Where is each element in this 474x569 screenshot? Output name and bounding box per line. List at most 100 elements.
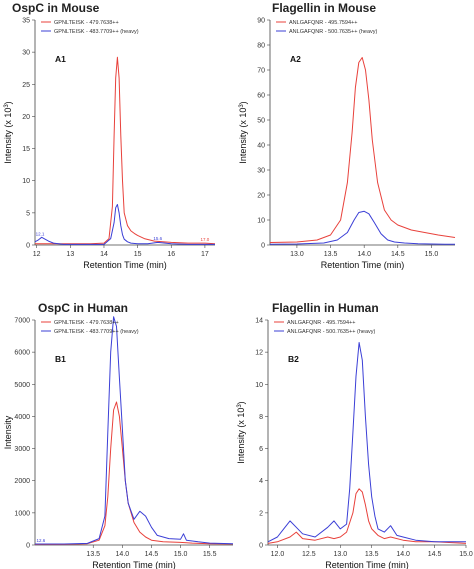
- x-axis-label: Retention Time (min): [92, 560, 176, 569]
- y-tick-label: 20: [22, 114, 30, 121]
- y-tick-label: 8: [259, 414, 263, 421]
- legend-entry: ANLGAFQNR - 495.7594++: [289, 20, 357, 26]
- y-tick-label: 70: [257, 68, 265, 75]
- series-line-light: [269, 57, 456, 243]
- x-tick-label: 14: [100, 251, 108, 258]
- y-tick-label: 6000: [14, 350, 30, 357]
- y-axis-label: Intensity (x 103): [238, 101, 248, 163]
- y-axis-label-main: Intensity (x 10: [236, 408, 246, 464]
- x-tick-label: 13.5: [324, 251, 338, 258]
- y-tick-label: 0: [26, 543, 30, 550]
- legend-entry: ANLGAFQNR - 495.7594++: [287, 320, 355, 326]
- x-tick-label: 14.5: [428, 551, 442, 558]
- x-tick-label: 14.0: [357, 251, 371, 258]
- y-tick-label: 30: [22, 50, 30, 57]
- y-tick-label: 1000: [14, 510, 30, 517]
- legend-entry: GPNLTEISK - 483.7709++ (heavy): [54, 29, 139, 35]
- y-tick-label: 2: [259, 510, 263, 517]
- x-tick-label: 12.0: [271, 551, 285, 558]
- peak-annotation: 17.0: [201, 237, 210, 242]
- x-tick-label: 15.0: [174, 551, 188, 558]
- chart-title: Flagellin in Human: [272, 301, 379, 315]
- legend-entry: ANLGAFQNR - 500.7635++ (heavy): [289, 29, 378, 35]
- peak-annotation: 15.6: [153, 236, 162, 241]
- y-tick-label: 0: [259, 543, 263, 550]
- x-tick-label: 17: [201, 251, 209, 258]
- x-axis-label: Retention Time (min): [83, 260, 167, 270]
- y-tick-label: 10: [22, 178, 30, 185]
- legend-entry: GPNLTEISK - 479.7638++: [54, 20, 119, 26]
- chart-panel-3: OspC in Human 0 1000 2000 3000 4000 5000 6000 70…: [3, 301, 234, 569]
- y-tick-label: 10: [255, 382, 263, 389]
- y-tick-label: 6: [259, 446, 263, 453]
- y-axis-label-exponent: 3: [237, 404, 243, 408]
- x-tick-label: 15.5: [203, 551, 217, 558]
- chart-title: Flagellin in Mouse: [272, 1, 376, 15]
- chart-title: OspC in Human: [38, 301, 128, 315]
- y-tick-label: 10: [257, 218, 265, 225]
- y-tick-label: 50: [257, 118, 265, 125]
- y-axis-label-main: Intensity (x 10: [238, 108, 248, 164]
- y-axis-label-close: ): [238, 101, 248, 104]
- series-line-heavy: [34, 204, 215, 245]
- x-tick-label: 12.5: [302, 551, 316, 558]
- y-axis-label-exponent: 3: [239, 104, 245, 108]
- x-axis-label: Retention Time (min): [321, 260, 405, 270]
- y-axis-label-main: Intensity (x 10: [3, 108, 13, 164]
- chart-panel-2: Flagellin in Mouse 0 10 20 30 40 50 60 70 80 90 13.…: [238, 1, 456, 270]
- x-tick-label: 13.5: [365, 551, 379, 558]
- y-axis-label: Intensity (x 103): [236, 401, 246, 463]
- x-tick-label: 13.5: [86, 551, 100, 558]
- y-tick-label: 14: [255, 318, 263, 325]
- legend-entry: GPNLTEISK - 479.7638++: [54, 320, 119, 326]
- y-tick-label: 12: [255, 350, 263, 357]
- y-tick-label: 90: [257, 18, 265, 25]
- x-tick-label: 13.0: [333, 551, 347, 558]
- series-line-heavy: [267, 342, 466, 543]
- series-line-light: [35, 56, 216, 245]
- y-tick-label: 4000: [14, 414, 30, 421]
- y-tick-label: 0: [26, 243, 30, 250]
- chart-panel-4: Flagellin in Human 0 2 4 6 8 10 12 14 12.0 12.5 13.…: [236, 301, 473, 569]
- panel-label: B1: [55, 354, 66, 364]
- y-tick-label: 2000: [14, 478, 30, 485]
- y-axis-label-main: Intensity: [3, 415, 13, 449]
- y-tick-label: 7000: [14, 318, 30, 325]
- y-tick-label: 5: [26, 210, 30, 217]
- chart-panel-1: OspC in Mouse 0 5 10 15 20 25 30 35 12 13 14 15 16 17 R…: [3, 1, 216, 270]
- y-axis-label: Intensity (x 103): [3, 101, 13, 163]
- y-tick-label: 5000: [14, 382, 30, 389]
- x-tick-label: 14.0: [396, 551, 410, 558]
- y-axis-label-exponent: 3: [4, 104, 10, 108]
- legend-entry: ANLGAFQNR - 500.7635++ (heavy): [287, 329, 376, 335]
- x-tick-label: 15.0: [425, 251, 439, 258]
- x-tick-label: 15.0: [459, 551, 473, 558]
- x-tick-label: 14.5: [391, 251, 405, 258]
- y-axis-label-close: ): [236, 401, 246, 404]
- y-tick-label: 25: [22, 82, 30, 89]
- y-axis-label: Intensity: [3, 415, 13, 449]
- x-tick-label: 14.0: [116, 551, 130, 558]
- y-tick-label: 35: [22, 18, 30, 25]
- peak-annotation: 12.6: [36, 538, 45, 543]
- y-tick-label: 60: [257, 93, 265, 100]
- panel-label: B2: [288, 354, 299, 364]
- chart-title: OspC in Mouse: [12, 1, 100, 15]
- x-tick-label: 13.0: [290, 251, 304, 258]
- panel-label: A2: [290, 54, 301, 64]
- x-tick-label: 14.5: [145, 551, 159, 558]
- y-axis-label-close: ): [3, 101, 13, 104]
- series-line-light: [35, 401, 234, 545]
- series-line-heavy: [269, 210, 455, 245]
- panel-label: A1: [55, 54, 66, 64]
- x-tick-label: 15: [134, 251, 142, 258]
- y-tick-label: 4: [259, 478, 263, 485]
- peak-annotation: 12.1: [36, 232, 45, 237]
- y-tick-label: 40: [257, 143, 265, 150]
- series-line-light: [267, 488, 467, 544]
- series-line-heavy: [35, 316, 234, 545]
- y-tick-label: 80: [257, 43, 265, 50]
- legend-entry: GPNLTEISK - 483.7709++ (heavy): [54, 329, 139, 335]
- x-axis-label: Retention Time (min): [325, 560, 409, 569]
